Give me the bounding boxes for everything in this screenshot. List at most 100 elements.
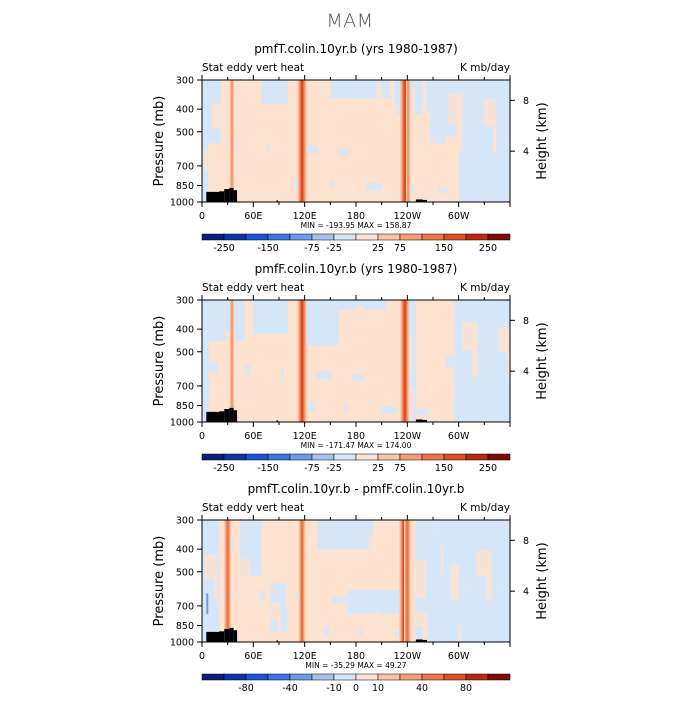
x-tick-label: 120E [293,431,317,442]
colorbar-swatch [443,233,467,241]
panel-2: pmfF.colin.10yr.b (yrs 1980-1987) Stat ed… [152,262,550,474]
field-texture [480,358,493,372]
negative-region [338,300,386,310]
topography [224,189,230,202]
colorbar-swatch [223,453,247,461]
field-texture [254,377,267,397]
colorbar-swatch [311,453,335,461]
topography [219,411,225,422]
field-texture [326,383,333,400]
x-tick-label: 120W [394,431,422,442]
field-texture [232,599,248,619]
negative-region [253,300,288,335]
field-texture [307,356,317,384]
field-texture [266,142,270,152]
field-texture [335,394,348,417]
right-axis-label: Height (km) [535,542,550,619]
panel-right-label: K mb/day [460,502,510,514]
field-texture [261,336,268,358]
field-texture [385,620,395,641]
colorbar-swatch [333,453,357,461]
field-texture [426,317,430,348]
colorbar-label: -250 [213,463,235,474]
streak [230,300,234,422]
field-texture [414,560,427,598]
y-tick-label: 1000 [170,418,194,429]
field-texture [278,613,282,638]
topography [219,631,225,642]
colorbar-label: -10 [326,683,342,694]
field-texture [492,118,496,154]
colorbar-swatch [201,453,225,461]
topography [206,191,222,202]
field-texture [392,175,399,196]
colorbar-label: 250 [479,463,497,474]
colorbar-label: -75 [304,243,320,254]
x-tick-label: 120W [394,651,422,662]
topography [233,630,238,642]
streak [301,80,304,202]
field-texture [450,564,460,600]
field-texture [311,158,318,176]
colorbar-swatch [245,233,269,241]
colorbar-swatch [289,673,313,681]
colorbar-label: 0 [353,683,359,694]
field-texture [443,401,447,421]
y-tick-label: 700 [176,601,194,612]
field-texture [452,410,462,417]
x-tick-label: 180 [347,211,365,222]
field-texture [323,626,330,635]
field-texture [421,622,428,642]
colorbar-label: 10 [372,683,384,694]
field-texture [216,309,220,322]
field-texture [354,306,364,343]
x-tick-label: 0 [199,211,205,222]
colorbar-swatch [355,673,379,681]
x-tick-label: 60E [244,651,262,662]
topography [276,420,279,422]
heatmap-field [202,300,510,422]
field-texture [375,82,382,119]
x-tick-label: 60E [244,431,262,442]
topography [233,190,238,202]
colorbar-label: 75 [394,243,406,254]
field-texture [331,595,347,604]
panel-title: pmfT.colin.10yr.b (yrs 1980-1987) [254,42,458,56]
colorbar-swatch [443,453,467,461]
x-tick-label: 60W [448,211,470,222]
colorbar-label: 40 [416,683,428,694]
colorbar-swatch [223,233,247,241]
streak [403,80,406,202]
field-texture [503,533,510,547]
x-tick-label: 60E [244,211,262,222]
field-texture [352,373,365,381]
field-texture [344,404,348,413]
field-texture [359,628,363,636]
minmax-label: MIN = -193.95 MAX = 158.87 [301,221,412,230]
x-tick-label: 120E [293,211,317,222]
colorbar-swatch [201,673,225,681]
field-texture [213,572,217,604]
colorbar-label: 250 [479,243,497,254]
field-texture [218,375,234,395]
topography [206,411,222,422]
colorbar-swatch [289,453,313,461]
colorbar-label: 25 [372,463,384,474]
colorbar-label: -250 [213,243,235,254]
colorbar-swatch [333,673,357,681]
field-texture [390,312,397,346]
topography [219,191,225,202]
field-texture [421,110,431,150]
colorbar-label: -80 [238,683,254,694]
colorbar-swatch [201,233,225,241]
colorbar-swatch [443,673,467,681]
colorbar-label: 150 [435,243,453,254]
field-texture [368,535,378,570]
right-tick-label: 4 [523,587,529,598]
streak [402,520,406,642]
colorbar-swatch [421,233,445,241]
field-texture [411,88,415,122]
topography [415,639,423,642]
topography [276,640,279,642]
heatmap-field [202,520,510,642]
